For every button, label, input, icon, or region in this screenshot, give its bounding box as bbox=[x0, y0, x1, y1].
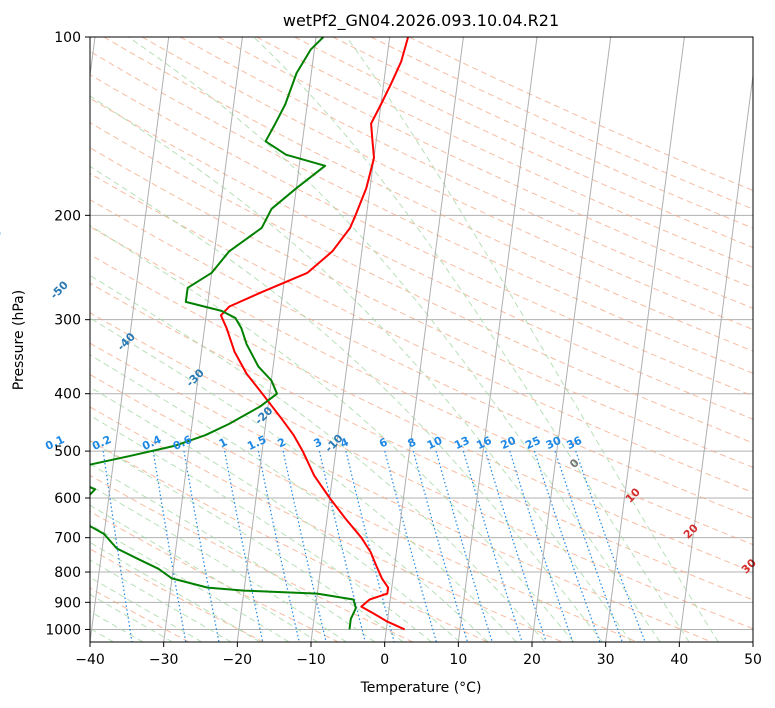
dry-adiabat-line bbox=[332, 37, 753, 229]
mixing-ratio-line bbox=[102, 451, 133, 642]
moist-adiabat-line bbox=[90, 414, 432, 642]
moist-adiabat-line bbox=[128, 37, 661, 642]
pressure-gridlines bbox=[90, 37, 753, 630]
x-tick-label: 10 bbox=[449, 652, 467, 668]
moist-adiabat-line bbox=[90, 95, 632, 642]
mixing-ratio-lines bbox=[102, 450, 646, 642]
dewpoint-profile bbox=[90, 37, 357, 630]
isotherm-line bbox=[310, 37, 391, 642]
dry-adiabat-line bbox=[90, 147, 753, 468]
y-tick-label: 700 bbox=[54, 531, 81, 547]
plot-frame bbox=[89, 36, 754, 643]
moist-adiabat-line bbox=[253, 37, 690, 642]
mixing-ratio-label: 10 bbox=[425, 434, 445, 452]
dry-adiabat-line bbox=[90, 474, 414, 642]
y-tick-label: 400 bbox=[54, 387, 81, 403]
dry-adiabat-line bbox=[90, 97, 753, 420]
dry-adiabat-line bbox=[408, 37, 753, 192]
x-tick-label: −40 bbox=[75, 652, 105, 668]
mixing-ratio-line bbox=[462, 450, 523, 642]
moist-adiabat-line bbox=[90, 559, 232, 642]
x-tick-label: 40 bbox=[670, 652, 688, 668]
isotherm-line bbox=[457, 37, 538, 642]
dry-adiabat-line bbox=[90, 172, 753, 494]
chart-title: wetPf2_GN04.2026.093.10.04.R21 bbox=[283, 11, 559, 31]
x-tick-label: −10 bbox=[296, 652, 326, 668]
isotherm-line bbox=[90, 37, 170, 642]
mixing-ratio-line bbox=[224, 450, 264, 642]
y-tick-label: 200 bbox=[54, 208, 81, 224]
mixing-ratio-line bbox=[257, 450, 300, 642]
y-axis-ticks: 100 200 300 400 500 600 700 800 900 1000 bbox=[45, 30, 90, 638]
mixing-ratio-line bbox=[509, 450, 574, 642]
x-tick-label: 30 bbox=[597, 652, 615, 668]
mixing-ratio-label: 36 bbox=[565, 434, 585, 452]
isotherm-line bbox=[384, 37, 464, 642]
dry-adiabat-line bbox=[90, 226, 753, 546]
moist-adiabat-line bbox=[90, 354, 489, 642]
moist-adiabats bbox=[90, 37, 719, 642]
dry-adiabat-line bbox=[90, 440, 488, 642]
sounding-series bbox=[90, 37, 410, 631]
y-tick-label: 300 bbox=[54, 313, 81, 329]
x-tick-label: −20 bbox=[223, 652, 253, 668]
moist-adiabat-line bbox=[90, 386, 461, 642]
mixing-ratio-line bbox=[484, 450, 547, 642]
isotherm-line bbox=[531, 37, 612, 642]
mixing-ratio-line bbox=[282, 450, 327, 642]
moist-adiabat-line bbox=[90, 440, 404, 642]
dry-adiabat-line bbox=[103, 37, 753, 352]
x-tick-label: 0 bbox=[380, 652, 389, 668]
mixing-ratio-label: 20 bbox=[499, 434, 519, 452]
moist-adiabat-line bbox=[90, 541, 261, 642]
moist-adiabat-line bbox=[90, 523, 290, 642]
temperature-profile bbox=[219, 37, 410, 631]
mixing-ratio-label: 30 bbox=[544, 434, 564, 452]
dry-adiabat-line bbox=[141, 37, 753, 331]
mixing-ratio-line bbox=[318, 450, 366, 642]
dry-adiabat-line bbox=[218, 37, 753, 289]
isotherm-line bbox=[678, 71, 753, 642]
isotherm-line bbox=[163, 37, 243, 642]
x-axis-ticks: −40 −30 −20 −10 0 10 20 30 40 50 bbox=[75, 642, 762, 668]
moist-adiabat-line bbox=[90, 463, 376, 642]
x-axis-title: Temperature (°C) bbox=[360, 680, 482, 696]
plot-area bbox=[90, 37, 753, 642]
moist-adiabat-line bbox=[346, 37, 719, 642]
isotherms bbox=[90, 37, 753, 642]
moist-adiabat-line bbox=[90, 165, 603, 642]
y-tick-label: 600 bbox=[54, 491, 81, 507]
moist-adiabat-line bbox=[90, 224, 574, 642]
y-tick-label: 800 bbox=[54, 565, 81, 581]
moist-adiabat-line bbox=[90, 317, 517, 642]
moist-adiabat-line bbox=[90, 593, 173, 642]
x-tick-label: 20 bbox=[523, 652, 541, 668]
mixing-ratio-label: 13 bbox=[452, 434, 471, 452]
mixing-ratio-label: 25 bbox=[523, 434, 542, 452]
dry-adiabat-line bbox=[90, 74, 753, 397]
y-tick-label: 900 bbox=[54, 595, 81, 611]
y-tick-label: 100 bbox=[54, 30, 81, 46]
mixing-ratio-line bbox=[412, 450, 469, 642]
mixing-ratio-line bbox=[384, 450, 437, 642]
isotherm-line bbox=[605, 37, 685, 642]
dry-adiabat-line bbox=[90, 50, 753, 374]
moist-adiabat-line bbox=[90, 576, 203, 642]
mixing-ratio-line bbox=[554, 450, 623, 642]
y-tick-label: 1000 bbox=[45, 622, 81, 638]
isotherm-line bbox=[236, 37, 317, 642]
y-axis-title: Pressure (hPa) bbox=[11, 290, 27, 390]
dry-adiabat-line bbox=[90, 122, 753, 444]
dry-adiabat-line bbox=[90, 312, 753, 630]
mixing-ratio-label: 16 bbox=[474, 434, 494, 452]
mixing-ratio-line bbox=[533, 450, 601, 642]
y-tick-label: 500 bbox=[54, 444, 81, 460]
x-tick-label: 50 bbox=[744, 652, 762, 668]
dry-adiabat-line bbox=[256, 37, 753, 268]
x-tick-label: −30 bbox=[149, 652, 179, 668]
